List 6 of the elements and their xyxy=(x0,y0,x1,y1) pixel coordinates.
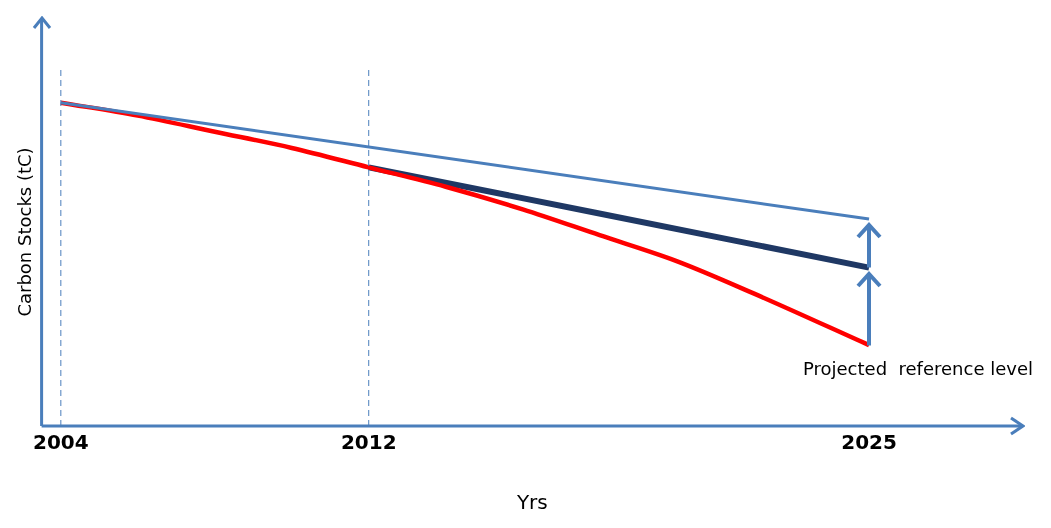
x-axis-title: Yrs xyxy=(515,490,548,515)
x-tick-label: 2012 xyxy=(340,430,397,455)
y-axis-title: Carbon Stocks (tC) xyxy=(14,147,36,317)
x-tick-label: 2025 xyxy=(841,430,897,455)
x-tick-label: 2004 xyxy=(33,430,89,455)
annotation: Projected reference level xyxy=(802,358,1033,380)
